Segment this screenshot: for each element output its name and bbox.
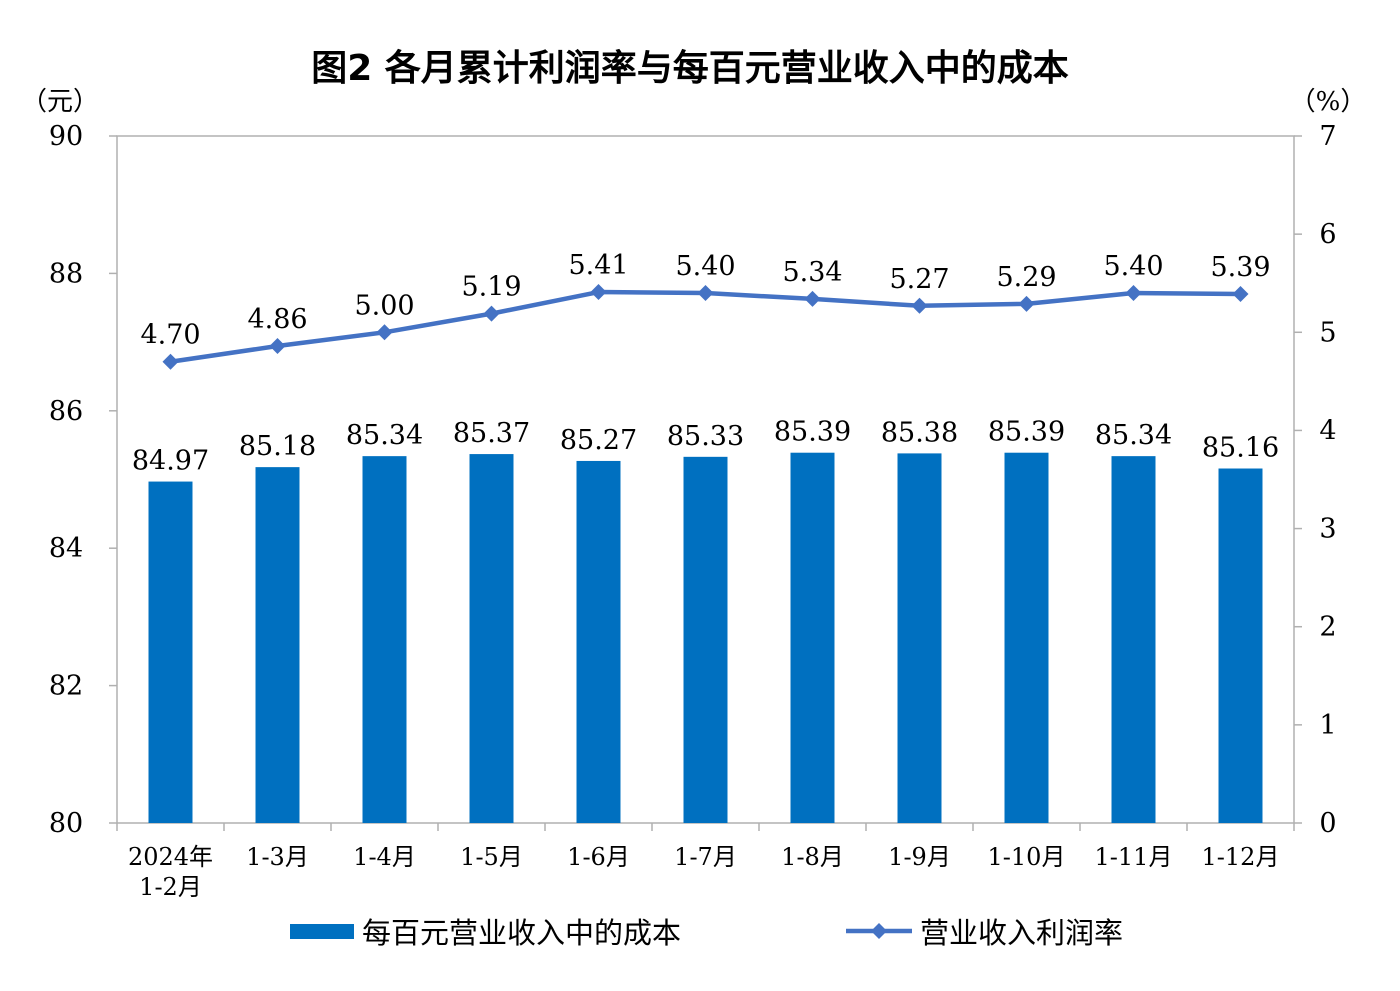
x-tick-label: 1-7月 [674, 843, 737, 871]
line-data-labels: 4.70 4.86 5.00 5.19 5.41 5.40 5.34 5.27 5.29 5.40… [140, 250, 1270, 351]
line-value-label: 4.70 [140, 320, 200, 351]
bar-value-label: 85.39 [988, 417, 1065, 448]
x-tick-label: 1-2月 [139, 873, 202, 901]
bar-value-label: 85.16 [1202, 433, 1279, 464]
line-value-label: 4.86 [247, 304, 307, 335]
profit-rate-point [1125, 285, 1142, 302]
x-tick-label: 1-8月 [781, 843, 844, 871]
x-tick-label: 2024年 [128, 843, 213, 871]
x-tick-label: 1-6月 [567, 843, 630, 871]
profit-rate-point [697, 285, 714, 302]
x-tick-label: 1-12月 [1202, 843, 1280, 871]
right-tick-label: 6 [1319, 219, 1336, 250]
profit-rate-point [590, 284, 607, 301]
right-tick-label: 2 [1319, 612, 1336, 643]
bar [469, 454, 514, 823]
left-axis: 80 82 84 86 88 90 [49, 121, 117, 839]
y-right-unit: （%） [1290, 87, 1367, 117]
bar [148, 481, 193, 823]
bar-value-label: 85.34 [346, 420, 423, 451]
chart-title: 图2 各月累计利润率与每百元营业收入中的成本 [311, 48, 1069, 89]
x-tick-label: 1-3月 [246, 843, 309, 871]
profit-rate-line [170, 289, 1241, 364]
bar-value-label: 85.27 [560, 425, 637, 456]
line-value-label: 5.00 [354, 290, 414, 321]
profit-rate-point [804, 290, 821, 307]
legend-bar-label: 每百元营业收入中的成本 [362, 916, 681, 950]
bar [255, 467, 300, 823]
line-value-label: 5.29 [996, 262, 1056, 293]
bar [790, 452, 835, 823]
x-tick-label: 1-5月 [460, 843, 523, 871]
right-tick-label: 4 [1319, 415, 1336, 446]
left-tick-label: 82 [49, 671, 83, 702]
line-value-label: 5.39 [1210, 252, 1270, 283]
left-tick-label: 84 [49, 533, 83, 564]
line-value-label: 5.19 [461, 272, 521, 303]
x-tick-label: 1-10月 [988, 843, 1066, 871]
profit-rate-point [376, 324, 393, 341]
x-tick-label: 1-11月 [1095, 843, 1173, 871]
bar-value-label: 85.33 [667, 421, 744, 452]
profit-rate-point [269, 338, 286, 355]
right-tick-label: 3 [1319, 514, 1336, 545]
profit-rate-point [911, 297, 928, 314]
legend: 每百元营业收入中的成本 营业收入利润率 [290, 916, 1123, 950]
right-tick-label: 1 [1319, 710, 1336, 741]
right-tick-label: 0 [1319, 808, 1336, 839]
bar [576, 460, 621, 823]
bar-value-label: 84.97 [132, 446, 209, 477]
left-tick-label: 88 [49, 258, 83, 289]
left-tick-label: 86 [49, 396, 83, 427]
line-value-label: 5.27 [889, 264, 949, 295]
line-value-label: 5.40 [1103, 251, 1163, 282]
line-value-label: 5.41 [568, 250, 628, 281]
legend-line-marker [871, 923, 887, 939]
bar-value-label: 85.34 [1095, 420, 1172, 451]
legend-bar-swatch [290, 924, 354, 939]
profit-rate-point [162, 353, 179, 370]
y-left-unit: （元） [21, 87, 99, 117]
bar-series [148, 452, 1263, 823]
right-axis: 0 1 2 3 4 5 6 7 [1294, 121, 1337, 839]
bar-value-label: 85.18 [239, 431, 316, 462]
legend-line-label: 营业收入利润率 [920, 916, 1123, 950]
line-series [162, 284, 1249, 370]
bar [683, 456, 728, 823]
profit-rate-point [1232, 286, 1249, 303]
bar-value-label: 85.37 [453, 418, 530, 449]
left-tick-label: 80 [49, 808, 83, 839]
profit-rate-point [1018, 295, 1035, 312]
right-tick-label: 7 [1319, 121, 1336, 152]
right-tick-label: 5 [1319, 317, 1336, 348]
bar-value-label: 85.39 [774, 417, 851, 448]
x-tick-label: 1-4月 [353, 843, 416, 871]
bar [897, 453, 942, 823]
line-value-label: 5.40 [675, 251, 735, 282]
line-value-label: 5.34 [782, 257, 842, 288]
left-tick-label: 90 [49, 121, 83, 152]
bar-data-labels: 84.97 85.18 85.34 85.37 85.27 85.33 85.39 85.38… [132, 417, 1279, 477]
bar [1004, 452, 1049, 823]
bar [362, 456, 407, 823]
bar [1111, 456, 1156, 823]
x-tick-label: 1-9月 [888, 843, 951, 871]
profit-rate-point [483, 305, 500, 322]
bar [1218, 468, 1263, 823]
bar-value-label: 85.38 [881, 417, 958, 448]
